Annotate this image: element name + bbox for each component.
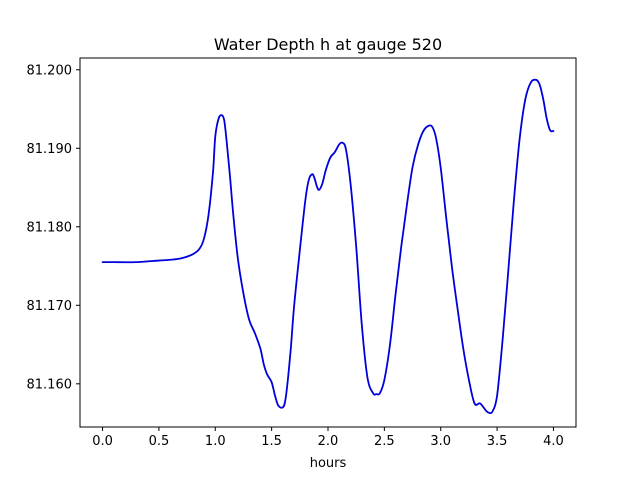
- x-tick-label: 0.0: [92, 434, 113, 449]
- y-tick-label: 81.180: [27, 220, 73, 235]
- x-tick-label: 1.5: [261, 434, 282, 449]
- y-tick-label: 81.170: [27, 299, 73, 314]
- y-axis-ticks: 81.160 81.170 81.180 81.190 81.200: [27, 63, 80, 392]
- y-tick-label: 81.200: [27, 63, 73, 78]
- x-tick-label: 2.0: [318, 434, 339, 449]
- x-tick-label: 3.5: [487, 434, 508, 449]
- x-tick-label: 1.0: [205, 434, 226, 449]
- x-tick-label: 4.0: [543, 434, 564, 449]
- plot-area-frame: [79, 57, 577, 428]
- y-tick-label: 81.190: [27, 142, 73, 157]
- plot-series: [101, 78, 555, 415]
- series-line: [101, 78, 555, 415]
- x-tick-label: 2.5: [374, 434, 395, 449]
- x-tick-label: 3.0: [430, 434, 451, 449]
- x-axis-label: hours: [310, 456, 347, 471]
- x-axis-ticks: 0.0 0.5 1.0 1.5 2.0 2.5 3.0 3.5 4.0: [92, 427, 564, 449]
- y-tick-label: 81.160: [27, 377, 73, 392]
- chart-title: Water Depth h at gauge 520: [214, 35, 442, 54]
- x-tick-label: 0.5: [149, 434, 170, 449]
